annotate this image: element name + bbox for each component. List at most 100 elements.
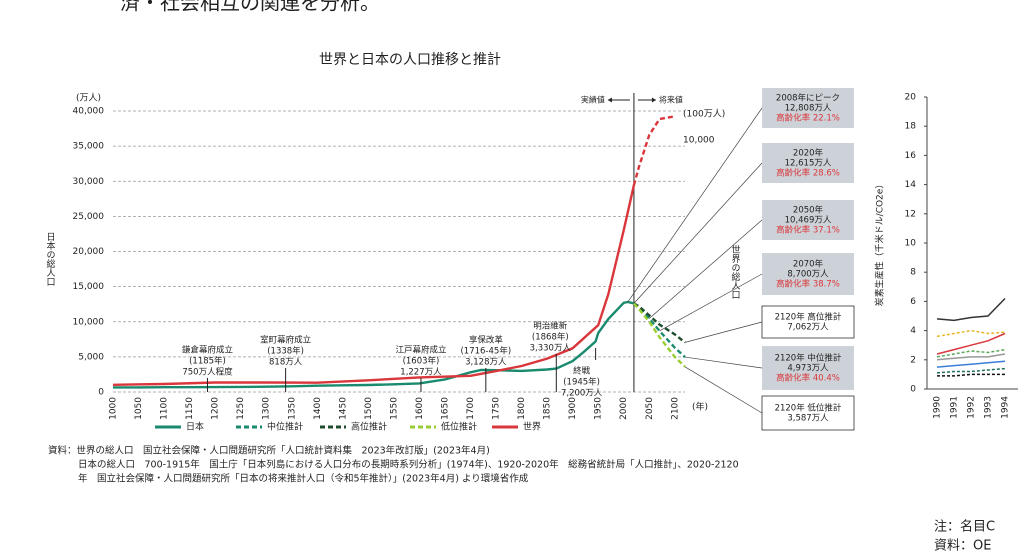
y-tick-label: 16 — [905, 151, 917, 161]
x-tick-label: 1993 — [984, 396, 994, 419]
leader-line — [633, 162, 763, 304]
legend-label: 中位推計 — [267, 421, 303, 433]
callout-rate: 高齢化率 40.4% — [776, 373, 840, 384]
legend-label: 世界 — [523, 421, 541, 433]
note: 注：名目C — [934, 519, 995, 535]
leader-line — [659, 273, 763, 332]
x-tick-label: 1990 — [933, 396, 943, 419]
callout-rate: 高齢化率 37.1% — [776, 225, 840, 236]
event-label: 3,330万人 — [530, 344, 572, 354]
x-tick-label: 1450 — [338, 397, 348, 420]
event-label: 7,200万人 — [561, 389, 603, 399]
x-tick-label: 1150 — [185, 397, 195, 420]
legend-label: 低位推計 — [441, 421, 477, 433]
callout-text: 8,700万人 — [787, 270, 829, 280]
x-tick-label: 1991 — [950, 396, 960, 419]
callout-text: 2070年 — [793, 259, 824, 270]
y-unit: (万人) — [76, 93, 101, 104]
x-tick-label: 1100 — [160, 397, 170, 420]
x-tick-label: 1200 — [211, 397, 221, 420]
series-line — [937, 373, 1005, 377]
y-tick-label: 10,000 — [73, 317, 105, 327]
leader-line — [684, 321, 763, 343]
callout-box — [762, 143, 854, 183]
x-tick-label: 2050 — [645, 397, 655, 420]
y-tick-label: 0 — [910, 385, 916, 395]
y-tick-label: 25,000 — [73, 212, 105, 222]
x-tick-label: 1500 — [364, 397, 374, 420]
source-text: 資料：世界の総人口 国立社会保障・人口問題研究所「人口統計資料集 2023年改訂… — [48, 445, 490, 457]
y-tick-label: 8 — [910, 268, 916, 278]
y-tick-label: 10 — [905, 239, 917, 249]
event-label: (1868年) — [532, 332, 569, 343]
callout-text: 2050年 — [793, 205, 824, 216]
callout-box — [761, 395, 855, 431]
x-tick-label: 1750 — [492, 397, 502, 420]
x-tick-label: 2000 — [619, 397, 629, 420]
x-tick-label: 1050 — [134, 397, 144, 420]
chart-title: 世界と日本の人口推移と推計 — [319, 52, 501, 68]
event-label: 鎌倉幕府成立 — [182, 345, 234, 356]
x-tick-label: 1600 — [415, 397, 425, 420]
y-axis-label: 炭素生産性（千米ドル/CO2e） — [874, 180, 886, 307]
callout-rate: 高齢化率 22.1% — [776, 113, 840, 124]
callout-text: 7,062万人 — [787, 323, 829, 333]
x-tick-label: 1900 — [568, 397, 578, 420]
event-label: 江戸幕府成立 — [395, 345, 447, 356]
callout-text: 4,973万人 — [787, 364, 829, 374]
event-label: 明治維新 — [533, 321, 568, 332]
x-tick-label: 1300 — [262, 397, 272, 420]
note: 資料：OE — [934, 539, 991, 553]
series-line — [936, 329, 1006, 338]
y-tick-label: 5,000 — [78, 352, 104, 362]
x-tick-label: 1400 — [313, 397, 323, 420]
y-tick-label: 14 — [905, 180, 917, 190]
arrow-head — [651, 97, 656, 103]
series-line — [632, 115, 676, 186]
series-line — [936, 367, 1006, 374]
event-label: (1185年) — [189, 356, 226, 367]
x-unit: (年) — [692, 401, 708, 413]
future-label: 将来値 — [659, 95, 683, 105]
series-line — [936, 332, 1006, 355]
event-label: 終戦 — [573, 366, 591, 377]
event-label: 750万人程度 — [182, 367, 233, 378]
y-tick-label: 12 — [905, 209, 916, 219]
source-text: 日本の総人口 700-1915年 国土庁「日本列島における人口分布の長期時系列分… — [78, 459, 739, 471]
y-tick-label: 20,000 — [73, 247, 105, 257]
event-label: 室町幕府成立 — [260, 335, 312, 346]
leader-line — [627, 107, 763, 303]
arrow-head — [607, 97, 612, 103]
callout-text: 12,808万人 — [785, 104, 832, 114]
legend-label: 日本 — [186, 421, 204, 433]
callout-text: 10,469万人 — [785, 216, 832, 226]
x-tick-label: 1250 — [236, 397, 246, 420]
x-tick-label: 1650 — [440, 397, 450, 420]
series-line — [936, 360, 1006, 368]
callout-box — [761, 305, 855, 339]
x-tick-label: 1994 — [1001, 396, 1011, 419]
y-tick-label: 15,000 — [73, 282, 105, 292]
event-label: 1,227万人 — [400, 368, 442, 378]
series-line — [936, 353, 1006, 361]
callout-text: 2120年 高位推計 — [775, 312, 842, 323]
x-tick-label: 1700 — [466, 397, 476, 420]
y-tick-label: 35,000 — [73, 142, 105, 152]
x-tick-label: 1850 — [543, 397, 553, 420]
y-tick-label: 30,000 — [73, 177, 105, 187]
event-label: 818万人 — [269, 358, 303, 368]
leader-line — [649, 219, 763, 319]
series-line — [936, 348, 1006, 358]
x-tick-label: 1992 — [967, 396, 977, 419]
callout-box — [762, 200, 854, 240]
callout-rate: 高齢化率 38.7% — [776, 279, 840, 290]
x-tick-label: 2100 — [670, 397, 680, 420]
y-tick-label: 2 — [910, 355, 916, 365]
series-line — [936, 297, 1006, 322]
y-tick-label: 40,000 — [73, 107, 105, 117]
event-label: (1716-45年) — [460, 346, 511, 357]
event-label: 享保改革 — [469, 335, 504, 346]
past-label: 実績値 — [581, 95, 605, 105]
series-line — [633, 302, 686, 368]
y-tick-label: 20 — [905, 93, 917, 103]
